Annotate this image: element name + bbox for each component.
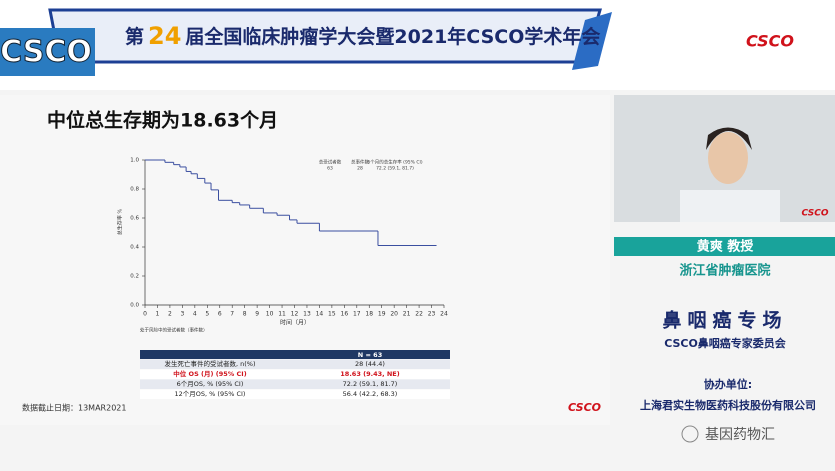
x-tick-label: 13 <box>303 311 311 318</box>
x-tick-label: 14 <box>316 311 324 318</box>
slide-logo: CSCO <box>568 401 601 414</box>
logo-right: CSCO <box>746 32 794 51</box>
x-tick-label: 10 <box>266 311 274 318</box>
title-prefix: 第 <box>125 25 144 48</box>
x-tick-label: 6 <box>218 311 222 318</box>
speaker-hair <box>706 127 752 150</box>
speaker-face <box>708 132 748 184</box>
table-row-bg <box>140 379 450 389</box>
name-bar <box>614 237 835 256</box>
x-tick-label: 22 <box>415 311 423 318</box>
watermark-icon <box>681 425 699 443</box>
logo-bg <box>0 28 95 76</box>
x-axis-label: 时间（月） <box>280 319 310 327</box>
legend-header: 总受试者数 <box>319 159 342 166</box>
x-tick-label: 4 <box>193 311 197 318</box>
risk-label: 处于风险中的受试者数（事件数） <box>140 327 208 334</box>
x-tick-label: 0 <box>143 311 147 318</box>
title-suffix: 届全国临床肿瘤学大会暨2021年CSCO学术年会 <box>185 25 600 48</box>
x-tick-label: 23 <box>428 311 436 318</box>
title-number: 24 <box>148 22 181 50</box>
banner-deco <box>572 12 612 70</box>
table-value: 28 (44.4) <box>355 360 385 368</box>
x-tick-label: 9 <box>255 311 259 318</box>
speaker-body <box>680 190 780 222</box>
table-label: 6个月OS, % (95% CI) <box>177 380 244 388</box>
y-tick-label: 0.2 <box>130 274 139 280</box>
table-value: 18.63 (9.43, NE) <box>340 370 399 378</box>
x-tick-label: 20 <box>390 311 398 318</box>
x-tick-label: 7 <box>230 311 234 318</box>
y-tick-label: 1.0 <box>130 158 139 164</box>
x-tick-label: 15 <box>328 311 336 318</box>
table-row-bg <box>140 369 450 379</box>
table-value: 72.2 (59.1, 81.7) <box>343 380 398 388</box>
table-value: 56.4 (42.2, 68.3) <box>343 390 398 398</box>
km-chart: 0 1 2 3 4 5 6 7 8 9 10 11 12 13 14 15 16 17 18 19 20 21 22 23 24… <box>130 158 448 318</box>
header-title: 第 24 届全国临床肿瘤学大会暨2021年CSCO学术年会 <box>125 22 600 50</box>
legend-value: 28 <box>357 166 363 172</box>
hospital: 浙江省肿瘤医院 <box>679 263 770 279</box>
legend-header: 总事件数 <box>351 159 369 166</box>
table-header: N = 63 <box>358 351 382 359</box>
legend-value: 63 <box>327 166 333 172</box>
y-tick-label: 0.6 <box>130 216 139 222</box>
x-tick-label: 3 <box>180 311 184 318</box>
results-table: N = 63 发生死亡事件的受试者数, n(%) 28 (44.4) 中位 OS (月… <box>140 350 450 399</box>
y-tick-label: 0.8 <box>130 187 139 193</box>
x-tick-label: 17 <box>353 311 361 318</box>
x-tick-label: 8 <box>243 311 247 318</box>
logo: CSCO <box>0 35 92 70</box>
legend-header: 6个月的总生存率 (95% CI) <box>367 159 422 166</box>
footnote: 数据截止日期：13MAR2021 <box>22 403 126 413</box>
video-logo: CSCO <box>801 209 828 219</box>
y-axis-label: 总生存率 % <box>117 209 124 236</box>
watermark: 基因药物汇 <box>705 426 775 443</box>
x-tick-label: 1 <box>156 311 160 318</box>
table-header-bg <box>140 350 450 359</box>
y-tick-label: 0.0 <box>130 303 139 309</box>
x-tick-label: 12 <box>291 311 299 318</box>
y-tick-label: 0.4 <box>130 245 139 251</box>
session: 鼻咽癌专场 <box>662 309 787 332</box>
x-tick-label: 24 <box>440 311 448 318</box>
x-tick-label: 19 <box>378 311 386 318</box>
legend-value: 72.2 (59.1, 81.7) <box>376 166 414 172</box>
x-tick-label: 2 <box>168 311 172 318</box>
slide-title: 中位总生存期为18.63个月 <box>47 109 278 132</box>
x-tick-label: 21 <box>403 311 411 318</box>
table-row-bg <box>140 359 450 369</box>
x-tick-label: 16 <box>341 311 349 318</box>
co-label: 协办单位: <box>704 377 752 391</box>
x-tick-label: 5 <box>205 311 209 318</box>
table-label: 发生死亡事件的受试者数, n(%) <box>165 359 256 368</box>
co-org: 上海君实生物医药科技股份有限公司 <box>640 398 816 412</box>
speaker-name: 黄爽 教授 <box>697 239 755 255</box>
committee: CSCO鼻咽癌专家委员会 <box>664 336 787 350</box>
table-label: 中位 OS (月) (95% CI) <box>173 369 246 378</box>
table-label: 12个月OS, % (95% CI) <box>175 390 246 398</box>
x-tick-label: 18 <box>365 311 373 318</box>
x-tick-label: 11 <box>278 311 286 318</box>
table-row-bg <box>140 389 450 399</box>
